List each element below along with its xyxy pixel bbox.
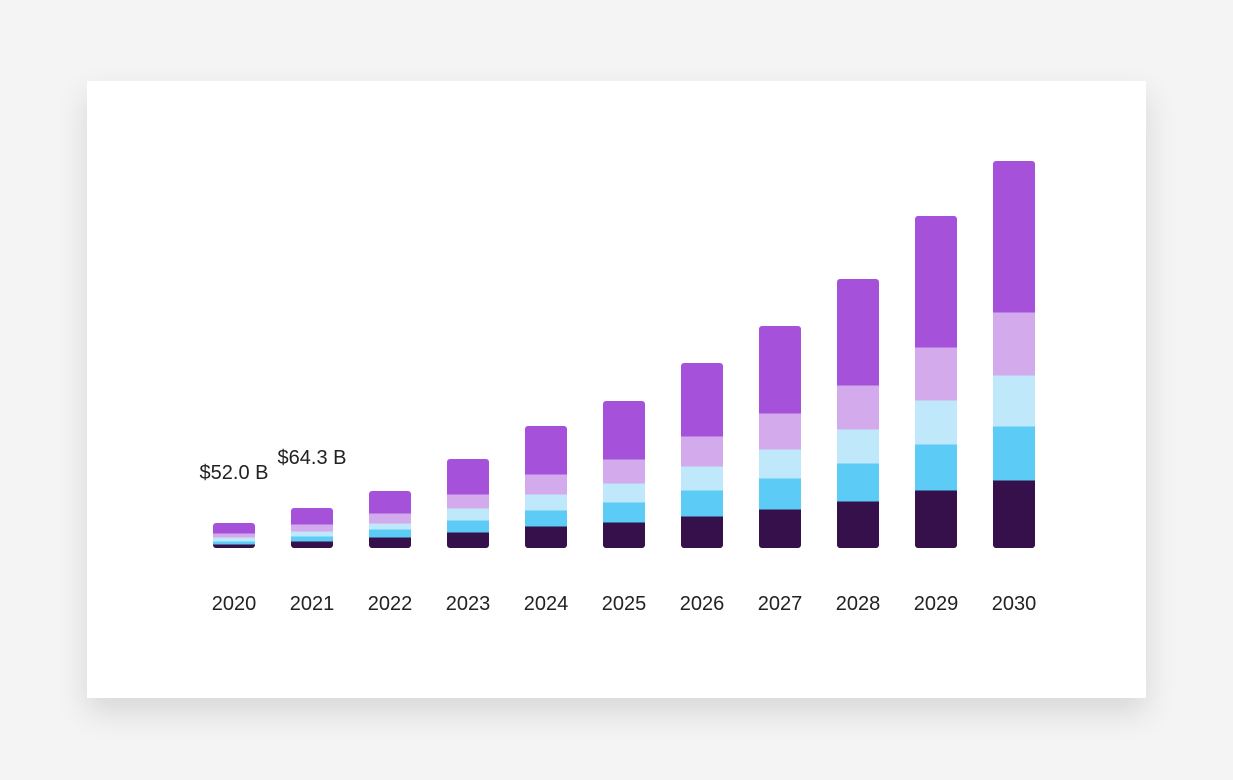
bar-segment-2027-3 — [759, 413, 801, 450]
bar-segment-2024-0 — [525, 526, 567, 548]
bar-segment-2021-2 — [291, 531, 333, 537]
bar-segment-2027-0 — [759, 509, 801, 548]
bar-segment-2020-2 — [213, 537, 255, 542]
bar-2025 — [603, 401, 645, 548]
bar-segment-2030-0 — [993, 480, 1035, 548]
bar-segment-2023-3 — [447, 494, 489, 509]
x-tick-label: 2029 — [914, 593, 959, 615]
bar-segment-2022-2 — [369, 523, 411, 530]
bar-segment-2025-1 — [603, 502, 645, 523]
x-tick-label: 2028 — [836, 593, 881, 615]
bar-segment-2023-1 — [447, 520, 489, 533]
x-tick-label: 2025 — [602, 593, 647, 615]
bar-segment-2029-0 — [915, 490, 957, 548]
bar-segment-2022-1 — [369, 529, 411, 538]
bar-2026 — [681, 363, 723, 548]
bar-segment-2020-3 — [213, 533, 255, 538]
bar-segment-2029-4 — [915, 216, 957, 348]
bar-segment-2021-4 — [291, 508, 333, 525]
bar-segment-2026-0 — [681, 516, 723, 548]
bar-2030 — [993, 161, 1035, 548]
bar-segment-2025-3 — [603, 459, 645, 484]
bar-segment-2022-3 — [369, 513, 411, 524]
bar-segment-2030-4 — [993, 161, 1035, 313]
bar-segment-2025-2 — [603, 483, 645, 503]
bar-2024 — [525, 426, 567, 548]
chart-card — [87, 81, 1146, 698]
bar-segment-2028-4 — [837, 279, 879, 386]
bar-segment-2024-4 — [525, 426, 567, 475]
bar-2027 — [759, 326, 801, 548]
bar-segment-2020-0 — [213, 544, 255, 548]
bar-segment-2025-4 — [603, 401, 645, 460]
bar-segment-2020-4 — [213, 523, 255, 534]
bar-segment-2027-1 — [759, 478, 801, 510]
bar-segment-2030-3 — [993, 312, 1035, 376]
bar-2023 — [447, 459, 489, 548]
bar-segment-2026-3 — [681, 436, 723, 467]
data-label: $64.3 B — [278, 447, 347, 469]
bar-segment-2030-1 — [993, 426, 1035, 481]
bar-2028 — [837, 279, 879, 548]
bar-2029 — [915, 216, 957, 548]
x-tick-label: 2020 — [212, 593, 257, 615]
bar-segment-2021-3 — [291, 524, 333, 532]
x-tick-label: 2027 — [758, 593, 803, 615]
bar-segment-2022-0 — [369, 537, 411, 548]
bar-segment-2028-3 — [837, 385, 879, 430]
bar-segment-2025-0 — [603, 522, 645, 548]
bar-segment-2027-4 — [759, 326, 801, 414]
x-tick-label: 2026 — [680, 593, 725, 615]
bar-segment-2023-2 — [447, 508, 489, 521]
bar-2020 — [213, 523, 255, 548]
bar-segment-2029-3 — [915, 347, 957, 401]
bar-segment-2021-1 — [291, 536, 333, 542]
bar-segment-2029-2 — [915, 400, 957, 445]
x-tick-label: 2021 — [290, 593, 335, 615]
bar-segment-2024-2 — [525, 494, 567, 511]
x-tick-label: 2023 — [446, 593, 491, 615]
x-tick-label: 2024 — [524, 593, 569, 615]
bar-segment-2023-0 — [447, 532, 489, 548]
bar-segment-2024-1 — [525, 510, 567, 527]
bar-segment-2026-4 — [681, 363, 723, 437]
bar-segment-2028-0 — [837, 501, 879, 548]
bar-segment-2023-4 — [447, 459, 489, 495]
bar-segment-2022-4 — [369, 491, 411, 514]
bar-segment-2028-1 — [837, 463, 879, 502]
bar-segment-2024-3 — [525, 474, 567, 495]
bar-segment-2026-2 — [681, 466, 723, 491]
bar-segment-2020-1 — [213, 541, 255, 545]
data-label: $52.0 B — [200, 462, 269, 484]
bar-segment-2029-1 — [915, 444, 957, 491]
bar-segment-2027-2 — [759, 449, 801, 479]
bar-segment-2021-0 — [291, 541, 333, 548]
bar-2021 — [291, 508, 333, 548]
bar-segment-2028-2 — [837, 429, 879, 464]
bar-2022 — [369, 491, 411, 548]
bar-segment-2030-2 — [993, 375, 1035, 427]
x-tick-label: 2022 — [368, 593, 413, 615]
x-tick-label: 2030 — [992, 593, 1037, 615]
bar-segment-2026-1 — [681, 490, 723, 517]
